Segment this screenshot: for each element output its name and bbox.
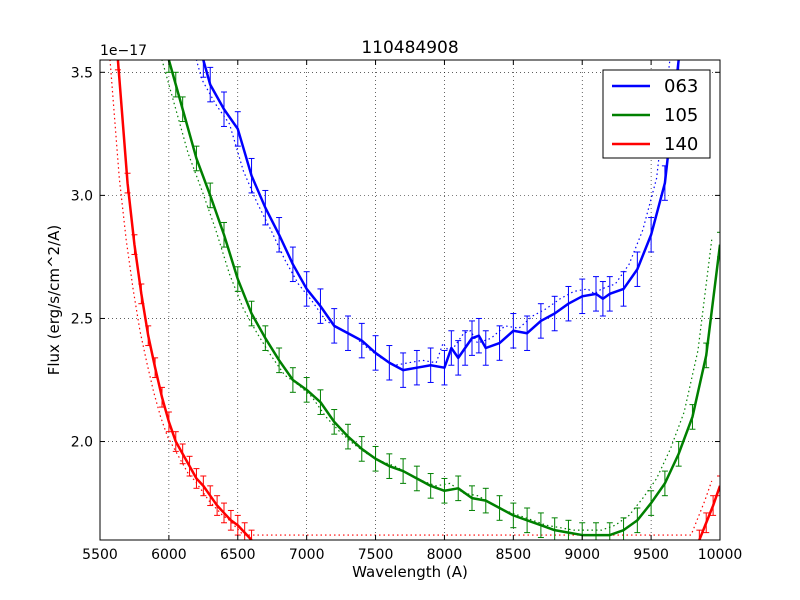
y-tick-label: 2.0 xyxy=(71,435,93,451)
legend-label-105: 105 xyxy=(664,105,698,126)
model-fit-curves xyxy=(109,60,713,536)
x-tick-label: 8500 xyxy=(496,547,532,563)
legend-label-063: 063 xyxy=(664,76,698,97)
x-tick-label: 8000 xyxy=(427,547,463,563)
data-series xyxy=(114,60,720,540)
y-tick-label: 3.0 xyxy=(71,188,93,204)
y-tick-label: 2.5 xyxy=(71,311,93,327)
series-line-140 xyxy=(698,485,720,540)
x-tick-label: 9000 xyxy=(564,547,600,563)
legend: 063 105 140 xyxy=(602,69,711,159)
series-line-063 xyxy=(202,60,680,372)
x-tick-label: 10000 xyxy=(698,547,743,563)
series-line-140 xyxy=(116,60,253,540)
legend-label-140: 140 xyxy=(664,134,698,155)
x-axis-label: Wavelength (A) xyxy=(352,563,468,581)
series-line-105 xyxy=(167,60,720,537)
fit-curve-140 xyxy=(109,60,713,536)
x-tick-label: 7500 xyxy=(358,547,394,563)
y-tick-label: 3.5 xyxy=(71,65,93,81)
fit-curve-105 xyxy=(161,60,713,531)
x-tick-label: 9500 xyxy=(633,547,669,563)
x-tick-label: 6500 xyxy=(220,547,256,563)
x-tick-label: 5500 xyxy=(82,547,118,563)
x-tick-label: 6000 xyxy=(151,547,187,563)
plot-frame xyxy=(99,59,721,541)
y-axis-label: Flux (erg/s/cm^2/A) xyxy=(45,225,63,376)
axis-ticks: 5500 6000 6500 7000 7500 8000 8500 9000 9500 1000… xyxy=(71,60,743,563)
x-tick-label: 7000 xyxy=(289,547,325,563)
series-140 xyxy=(114,60,720,540)
chart-title: 110484908 xyxy=(361,38,458,58)
y-offset-label: 1e−17 xyxy=(100,43,147,59)
series-063 xyxy=(200,60,682,388)
fit-curve-063 xyxy=(195,60,671,366)
